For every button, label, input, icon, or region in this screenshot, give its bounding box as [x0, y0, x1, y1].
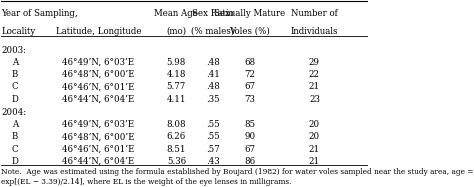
Text: Voles (%): Voles (%) — [229, 27, 270, 36]
Text: 29: 29 — [309, 58, 320, 67]
Text: C: C — [12, 145, 18, 154]
Text: 46°44’N, 6°04’E: 46°44’N, 6°04’E — [62, 157, 135, 166]
Text: 67: 67 — [244, 145, 255, 154]
Text: 20: 20 — [309, 120, 320, 129]
Text: 86: 86 — [244, 157, 255, 166]
Text: Sex Ratio: Sex Ratio — [192, 9, 234, 18]
Text: 90: 90 — [244, 132, 255, 141]
Text: 5.77: 5.77 — [167, 82, 186, 91]
Text: 2004:: 2004: — [1, 108, 27, 117]
Text: 21: 21 — [309, 82, 320, 91]
Text: 73: 73 — [244, 94, 255, 104]
Text: 46°48’N, 6°00’E: 46°48’N, 6°00’E — [62, 132, 135, 141]
Text: 46°44’N, 6°04’E: 46°44’N, 6°04’E — [62, 94, 135, 104]
Text: .43: .43 — [206, 157, 220, 166]
Text: 8.08: 8.08 — [166, 120, 186, 129]
Text: 46°46’N, 6°01’E: 46°46’N, 6°01’E — [62, 82, 135, 91]
Text: 46°49’N, 6°03’E: 46°49’N, 6°03’E — [63, 58, 135, 67]
Text: 68: 68 — [244, 58, 255, 67]
Text: 6.26: 6.26 — [167, 132, 186, 141]
Text: B: B — [12, 132, 18, 141]
Text: .57: .57 — [206, 145, 220, 154]
Text: A: A — [12, 120, 18, 129]
Text: 4.18: 4.18 — [167, 70, 186, 79]
Text: Year of Sampling,: Year of Sampling, — [1, 9, 78, 18]
Text: .41: .41 — [206, 70, 220, 79]
Text: 72: 72 — [244, 70, 255, 79]
Text: 4.11: 4.11 — [167, 94, 186, 104]
Text: exp[(EL − 3.39)/2.14], where EL is the weight of the eye lenses in milligrams.: exp[(EL − 3.39)/2.14], where EL is the w… — [1, 178, 292, 186]
Text: Note.  Age was estimated using the formula established by Boujard (1982) for wat: Note. Age was estimated using the formul… — [1, 168, 474, 176]
Text: 5.36: 5.36 — [167, 157, 186, 166]
Text: 22: 22 — [309, 70, 320, 79]
Text: .55: .55 — [206, 132, 220, 141]
Text: .55: .55 — [206, 120, 220, 129]
Text: Sexually Mature: Sexually Mature — [214, 9, 285, 18]
Text: Locality: Locality — [1, 27, 36, 36]
Text: D: D — [12, 94, 18, 104]
Text: Latitude, Longitude: Latitude, Longitude — [55, 27, 141, 36]
Text: Number of: Number of — [291, 9, 338, 18]
Text: 46°49’N, 6°03’E: 46°49’N, 6°03’E — [63, 120, 135, 129]
Text: 46°48’N, 6°00’E: 46°48’N, 6°00’E — [62, 70, 135, 79]
Text: D: D — [12, 157, 18, 166]
Text: 21: 21 — [309, 145, 320, 154]
Text: (% males): (% males) — [191, 27, 235, 36]
Text: .35: .35 — [206, 94, 220, 104]
Text: Individuals: Individuals — [291, 27, 338, 36]
Text: 20: 20 — [309, 132, 320, 141]
Text: C: C — [12, 82, 18, 91]
Text: Mean Age: Mean Age — [155, 9, 198, 18]
Text: B: B — [12, 70, 18, 79]
Text: 21: 21 — [309, 157, 320, 166]
Text: 2003:: 2003: — [1, 46, 27, 55]
Text: 5.98: 5.98 — [167, 58, 186, 67]
Text: 67: 67 — [244, 82, 255, 91]
Text: A: A — [12, 58, 18, 67]
Text: 85: 85 — [244, 120, 255, 129]
Text: 8.51: 8.51 — [167, 145, 186, 154]
Text: (mo): (mo) — [166, 27, 186, 36]
Text: 46°46’N, 6°01’E: 46°46’N, 6°01’E — [62, 145, 135, 154]
Text: .48: .48 — [206, 58, 220, 67]
Text: 23: 23 — [309, 94, 320, 104]
Text: .48: .48 — [206, 82, 220, 91]
